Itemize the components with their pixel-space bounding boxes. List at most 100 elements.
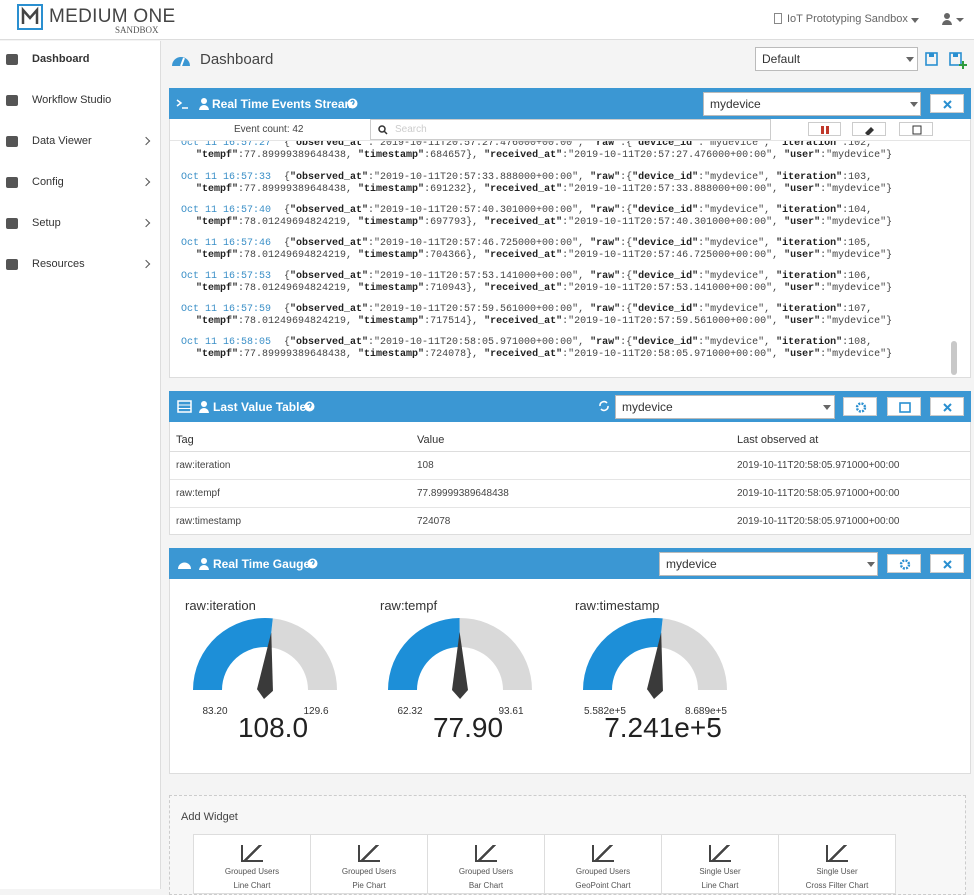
event-time: Oct 11 16:57:59 <box>181 304 272 315</box>
nav-chevron <box>141 136 151 146</box>
close-button[interactable] <box>930 397 964 416</box>
layout-select[interactable]: Default <box>755 47 918 71</box>
event-json: "tempf":78.01249694824219, "timestamp":7… <box>196 250 893 261</box>
event-log: Oct 11 16:57:27 {"observed_at":"2019-10-1… <box>170 141 950 377</box>
add-widget-button[interactable]: Grouped Users GeoPoint Chart <box>544 834 662 894</box>
table-cell: 108 <box>417 460 434 471</box>
nav-icon <box>6 95 18 106</box>
gauge-fill <box>583 618 663 690</box>
gauge-track <box>659 618 727 690</box>
add-widget-button[interactable]: Single User Cross Filter Chart <box>778 834 896 894</box>
widget-label: Grouped Users <box>224 867 280 876</box>
widget-icon <box>358 845 380 862</box>
event-json: {"observed_at":"2019-10-11T20:57:59.5610… <box>284 304 873 315</box>
widget-label: Pie Chart <box>352 881 386 890</box>
table-cell: 77.89999389648438 <box>417 488 509 499</box>
table-cell: raw:tempf <box>176 488 220 499</box>
pause-button[interactable] <box>808 122 841 136</box>
event-json: {"observed_at":"2019-10-11T20:57:33.8880… <box>284 172 873 183</box>
nav-icon <box>6 136 18 147</box>
sidebar: Dashboard Workflow Studio Data Viewer Confi… <box>0 41 161 889</box>
save-button[interactable] <box>887 397 921 416</box>
nav-label: Setup <box>32 217 61 229</box>
table-cell: raw:timestamp <box>176 516 242 527</box>
add-widget-button[interactable]: Grouped Users Pie Chart <box>310 834 428 894</box>
nav-item[interactable]: Setup <box>0 205 160 243</box>
header-icons <box>177 400 209 413</box>
device-select[interactable]: mydevice <box>615 395 835 419</box>
event-json: {"observed_at":"2019-10-11T20:58:05.9710… <box>284 337 873 348</box>
project-selector[interactable]: IoT Prototyping Sandbox <box>787 13 908 25</box>
event-time: Oct 11 16:57:27 <box>181 141 272 149</box>
close-button[interactable] <box>930 554 964 573</box>
gauge-fill <box>193 618 273 690</box>
close-button[interactable] <box>930 94 964 113</box>
nav-item[interactable]: Resources <box>0 246 160 284</box>
gauge-min: 83.20 <box>202 706 227 717</box>
table-cell: 2019-10-11T20:58:05.971000+00:00 <box>737 488 900 499</box>
events-toolbar: Event count: 42 Search <box>170 119 970 141</box>
event-time: Oct 11 16:57:40 <box>181 205 272 216</box>
dashboard-icon <box>172 57 190 67</box>
event-json: "tempf":77.89999389648438, "timestamp":6… <box>196 184 893 195</box>
gauge-max: 129.6 <box>303 706 328 717</box>
nav-chevron <box>141 177 151 187</box>
nav-item[interactable]: Workflow Studio <box>0 82 160 120</box>
nav-icon <box>6 218 18 229</box>
scrollbar[interactable] <box>951 341 957 375</box>
top-bar: MEDIUM ONE SANDBOX IoT Prototyping Sandb… <box>0 0 974 40</box>
save-log-button[interactable] <box>899 122 933 136</box>
event-json: {"observed_at":"2019-10-11T20:57:53.1410… <box>284 271 873 282</box>
help-icon[interactable] <box>304 401 315 412</box>
widget-title: Real Time Events Stream <box>212 97 356 111</box>
gauge-needle <box>647 632 663 699</box>
gauge-needle <box>257 632 273 699</box>
event-time: Oct 11 16:57:46 <box>181 238 272 249</box>
help-icon[interactable] <box>307 558 318 569</box>
event-json: "tempf":77.89999389648438, "timestamp":6… <box>196 150 893 161</box>
device-select[interactable]: mydevice <box>659 552 878 576</box>
add-widget-buttons: Grouped Users Line Chart Grouped Users Pie … <box>193 834 896 894</box>
nav-label: Resources <box>32 258 85 270</box>
add-widget-title: Add Widget <box>181 811 238 823</box>
gauge-label: raw:timestamp <box>575 598 660 613</box>
nav-item[interactable]: Dashboard <box>0 41 160 79</box>
refresh-icon[interactable] <box>598 400 610 412</box>
widget-label: Grouped Users <box>575 867 631 876</box>
settings-button[interactable] <box>887 554 921 573</box>
event-json: {"observed_at":"2019-10-11T20:57:46.7250… <box>284 238 873 249</box>
nav-item[interactable]: Data Viewer <box>0 123 160 161</box>
gauge-label: raw:tempf <box>380 598 437 613</box>
widget-label: Single User <box>816 867 858 876</box>
help-icon[interactable] <box>347 98 358 109</box>
settings-button[interactable] <box>843 397 877 416</box>
event-json: "tempf":78.01249694824219, "timestamp":7… <box>196 316 893 327</box>
widget-icon <box>475 845 497 862</box>
nav-item[interactable]: Config <box>0 164 160 202</box>
logo-title: MEDIUM ONE <box>49 6 176 27</box>
event-time: Oct 11 16:57:33 <box>181 172 272 183</box>
nav-icon <box>6 177 18 188</box>
device-select[interactable]: mydevice <box>703 92 921 116</box>
nav-chevron <box>141 218 151 228</box>
gauge-value: 108.0 <box>238 712 308 743</box>
nav-label: Config <box>32 176 64 188</box>
search-box[interactable]: Search <box>370 119 771 140</box>
gauge-max: 8.689e+5 <box>685 706 727 717</box>
table-cell: 2019-10-11T20:58:05.971000+00:00 <box>737 460 900 471</box>
add-widget-button[interactable]: Single User Line Chart <box>661 834 779 894</box>
widget-label: Grouped Users <box>458 867 514 876</box>
add-widget-button[interactable]: Grouped Users Line Chart <box>193 834 311 894</box>
table-cell: 2019-10-11T20:58:05.971000+00:00 <box>737 516 900 527</box>
user-menu[interactable] <box>942 12 964 26</box>
save-buttons[interactable] <box>924 51 968 71</box>
project-icon <box>774 13 782 24</box>
add-widget-button[interactable]: Grouped Users Bar Chart <box>427 834 545 894</box>
clear-button[interactable] <box>852 122 886 136</box>
logo-subtitle: SANDBOX <box>115 25 159 35</box>
widget-title: Last Value Table <box>213 400 307 414</box>
gauge-needle <box>452 632 468 699</box>
